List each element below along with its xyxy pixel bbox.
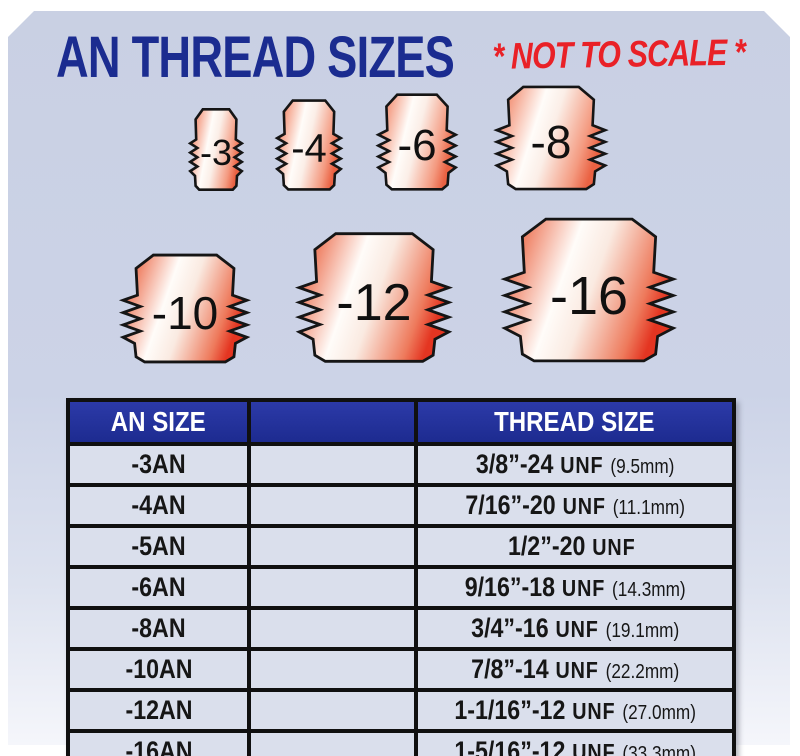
fitting-3: -3 <box>186 107 246 192</box>
an-size-cell: -3AN <box>65 442 252 487</box>
thread-standard: UNF <box>559 452 604 478</box>
col-header-blank <box>247 398 418 446</box>
spacer-cell <box>247 524 418 569</box>
thread-size-cell: 7/8”-14 UNF (22.2mm) <box>413 647 737 692</box>
an-size-cell: -5AN <box>65 524 252 569</box>
an-size-cell: -8AN <box>65 606 252 651</box>
table-row: -6AN 9/16”-18 UNF (14.3mm) <box>65 565 737 610</box>
thread-size: 7/8”-14 <box>470 654 549 684</box>
an-thread-size-table: AN SIZE THREAD SIZE -3AN 3/8”-24 UNF (9.5m… <box>65 398 737 756</box>
thread-size-cell: 1-5/16”-12 UNF (33.3mm) <box>413 729 737 756</box>
thread-size-cell: 3/4”-16 UNF (19.1mm) <box>413 606 737 651</box>
fitting-label: -3 <box>199 131 233 173</box>
fitting-10: -10 <box>113 252 257 365</box>
fitting-label: -12 <box>336 273 412 332</box>
table-header-row: AN SIZE THREAD SIZE <box>65 398 737 446</box>
thread-standard: UNF <box>571 739 616 756</box>
thread-mm: (19.1mm) <box>605 620 679 642</box>
thread-size-cell: 9/16”-18 UNF (14.3mm) <box>413 565 737 610</box>
an-size-cell: -6AN <box>65 565 252 610</box>
thread-size-cell: 3/8”-24 UNF (9.5mm) <box>413 442 737 487</box>
fittings-row-2: -10 -12 -16 <box>0 215 800 365</box>
col-header-label: AN SIZE <box>111 406 207 437</box>
an-size-cell: -4AN <box>65 483 252 528</box>
thread-mm: (11.1mm) <box>612 497 685 519</box>
thread-size: 9/16”-18 <box>464 572 555 602</box>
thread-size: 3/4”-16 <box>470 613 549 643</box>
thread-mm: (14.3mm) <box>611 579 686 601</box>
thread-mm: (27.0mm) <box>622 702 696 724</box>
spacer-cell <box>247 565 418 610</box>
fitting-label: -16 <box>549 266 629 326</box>
fitting-8: -8 <box>488 84 614 192</box>
table-row: -16AN 1-5/16”-12 UNF (33.3mm) <box>65 729 737 756</box>
fitting-16: -16 <box>491 215 687 365</box>
thread-mm: (9.5mm) <box>610 456 675 478</box>
thread-size-cell: 7/16”-20 UNF (11.1mm) <box>413 483 737 528</box>
fitting-label: -6 <box>397 121 437 170</box>
page-title: AN THREAD SIZES <box>56 25 455 90</box>
table-row: -3AN 3/8”-24 UNF (9.5mm) <box>65 442 737 487</box>
spacer-cell <box>247 729 418 756</box>
col-header-thread-size: THREAD SIZE <box>413 398 737 446</box>
table-row: -4AN 7/16”-20 UNF (11.1mm) <box>65 483 737 528</box>
fittings-row-1: -3 -4 -6 -8 <box>0 84 800 192</box>
thread-size: 7/16”-20 <box>464 490 556 520</box>
fitting-label: -4 <box>291 126 327 171</box>
thread-mm: (22.2mm) <box>605 661 679 683</box>
table-row: -5AN 1/2”-20 UNF <box>65 524 737 569</box>
fitting-label: -8 <box>530 116 572 169</box>
thread-standard: UNF <box>571 698 616 724</box>
col-header-label: THREAD SIZE <box>494 406 656 437</box>
thread-standard: UNF <box>562 493 606 519</box>
thread-size: 1-5/16”-12 <box>454 736 566 756</box>
thread-size-cell: 1/2”-20 UNF <box>413 524 737 569</box>
fitting-label: -10 <box>151 287 219 340</box>
table-row: -12AN 1-1/16”-12 UNF (27.0mm) <box>65 688 737 733</box>
an-size-cell: -10AN <box>65 647 252 692</box>
thread-size: 1/2”-20 <box>507 531 586 561</box>
an-size-cell: -12AN <box>65 688 252 733</box>
an-size-cell: -16AN <box>65 729 252 756</box>
thread-standard: UNF <box>555 657 599 683</box>
thread-standard: UNF <box>591 534 636 560</box>
fitting-6: -6 <box>372 92 462 192</box>
not-to-scale-note: * NOT TO SCALE * <box>492 31 746 77</box>
thread-mm: (33.3mm) <box>622 743 696 756</box>
thread-standard: UNF <box>555 616 599 642</box>
spacer-cell <box>247 442 418 487</box>
spacer-cell <box>247 688 418 733</box>
table-row: -10AN 7/8”-14 UNF (22.2mm) <box>65 647 737 692</box>
fitting-12: -12 <box>287 230 461 365</box>
thread-size: 3/8”-24 <box>475 449 554 479</box>
col-header-an-size: AN SIZE <box>65 398 252 446</box>
spacer-cell <box>247 647 418 692</box>
table-row: -8AN 3/4”-16 UNF (19.1mm) <box>65 606 737 651</box>
thread-standard: UNF <box>561 575 605 601</box>
thread-size-cell: 1-1/16”-12 UNF (27.0mm) <box>413 688 737 733</box>
thread-size: 1-1/16”-12 <box>454 695 566 725</box>
fitting-4: -4 <box>272 98 346 192</box>
spacer-cell <box>247 606 418 651</box>
spacer-cell <box>247 483 418 528</box>
